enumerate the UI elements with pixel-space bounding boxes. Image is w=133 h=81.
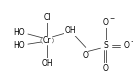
Text: −: −	[110, 15, 115, 20]
Text: OH: OH	[41, 59, 53, 68]
Text: O: O	[103, 64, 109, 73]
Text: O: O	[82, 51, 88, 60]
Text: −: −	[130, 38, 133, 43]
Text: HO: HO	[13, 28, 24, 37]
Text: Cr: Cr	[43, 36, 51, 45]
Text: O: O	[123, 41, 129, 50]
Text: Cl: Cl	[43, 13, 51, 22]
Text: OH: OH	[65, 26, 76, 35]
Text: O: O	[103, 18, 109, 27]
Circle shape	[41, 37, 54, 44]
Text: HO: HO	[13, 41, 24, 50]
Text: S: S	[103, 41, 108, 50]
